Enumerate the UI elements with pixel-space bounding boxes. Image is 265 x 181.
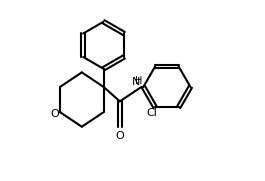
Text: N: N xyxy=(132,77,140,87)
Text: O: O xyxy=(116,131,124,141)
Text: O: O xyxy=(50,109,59,119)
Text: Cl: Cl xyxy=(146,108,157,118)
Text: H: H xyxy=(135,75,143,86)
